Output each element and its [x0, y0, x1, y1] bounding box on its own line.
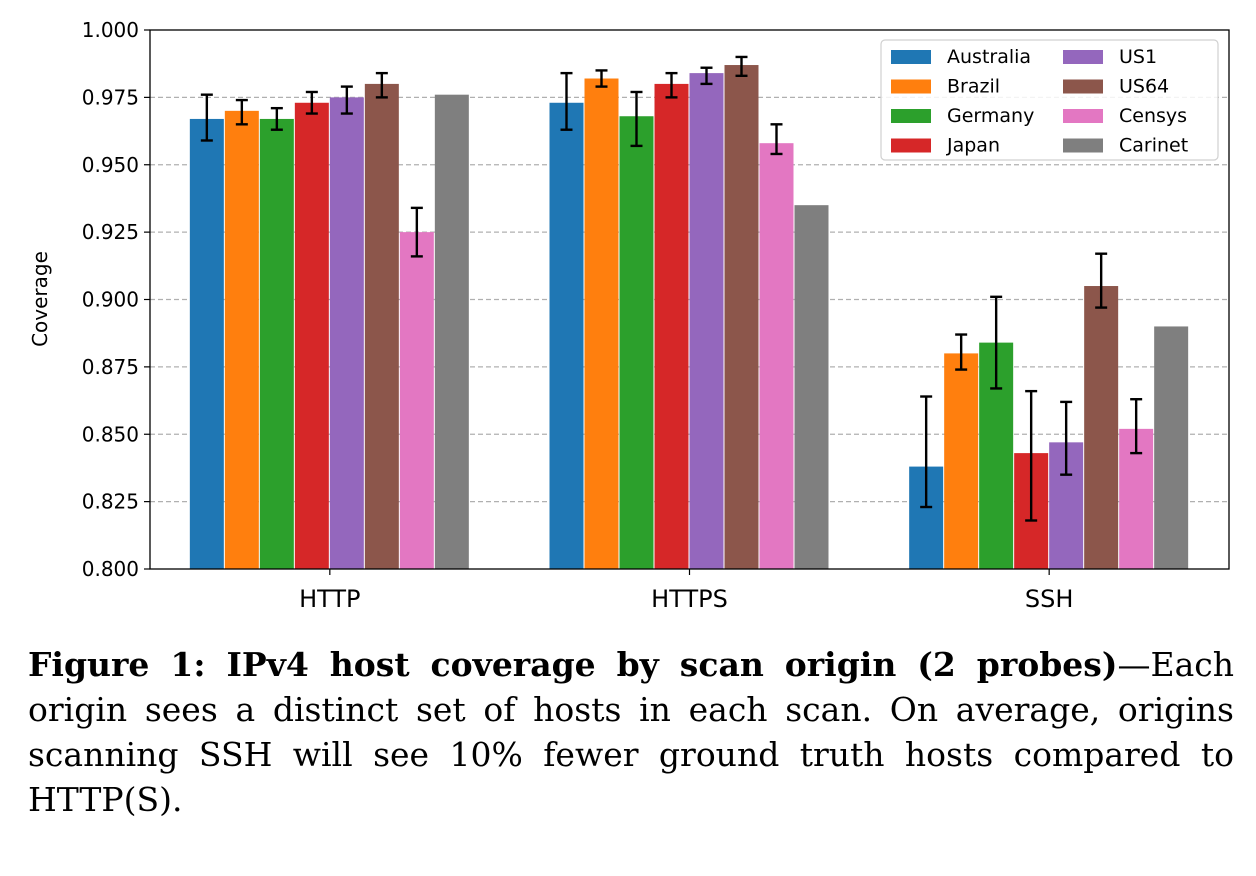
bar-censys-https — [759, 143, 794, 569]
legend-box — [880, 39, 1219, 161]
legend-label-australia: Australia — [947, 46, 1031, 68]
legend-label-japan: Japan — [946, 135, 1000, 157]
y-tick-label: 0.925 — [82, 220, 139, 244]
figure-caption: Figure 1: IPv4 host coverage by scan ori… — [28, 642, 1234, 822]
legend-label-censys: Censys — [1119, 105, 1187, 127]
bar-carinet-https — [794, 205, 829, 570]
bar-carinet-http — [434, 94, 469, 570]
y-tick-label: 0.850 — [82, 422, 139, 446]
legend-swatch-germany — [891, 109, 931, 123]
legend: Australia Brazil Germany Japan US1 US64 Censys… — [880, 39, 1219, 161]
x-tick-label: SSH — [1025, 585, 1074, 613]
legend-swatch-japan — [891, 138, 931, 153]
bar-germany-https — [619, 116, 654, 570]
x-tick-label: HTTP — [299, 585, 360, 613]
legend-label-germany: Germany — [947, 105, 1034, 127]
legend-swatch-censys — [1063, 109, 1103, 123]
coverage-bar-chart: 0.800 0.825 0.850 0.875 0.900 0.925 0.950 0.975… — [28, 18, 1230, 613]
bar-us1-http — [329, 97, 364, 569]
y-tick-label: 0.800 — [82, 557, 139, 581]
legend-label-us64: US64 — [1119, 76, 1169, 98]
bar-japan-http — [294, 102, 329, 569]
legend-swatch-australia — [891, 50, 931, 64]
legend-label-us1: US1 — [1119, 46, 1157, 68]
legend-swatch-us1 — [1063, 50, 1103, 64]
x-axis: HTTP HTTPS SSH — [299, 569, 1073, 613]
bar-germany-http — [259, 118, 294, 569]
legend-swatch-brazil — [891, 79, 931, 94]
bar-australia-https — [549, 102, 584, 569]
bar-brazil-https — [584, 78, 619, 569]
bar-us64-ssh — [1084, 286, 1119, 569]
y-tick-label: 0.975 — [82, 85, 139, 109]
y-axis: 0.800 0.825 0.850 0.875 0.900 0.925 0.950 0.975… — [82, 18, 150, 581]
y-axis-label: Coverage — [28, 251, 52, 347]
bar-brazil-http — [224, 110, 259, 569]
bars — [189, 65, 1189, 570]
legend-label-brazil: Brazil — [947, 76, 1000, 98]
error-bars — [200, 55, 1143, 522]
y-tick-label: 0.950 — [82, 153, 139, 177]
bar-carinet-ssh — [1154, 326, 1189, 569]
bar-japan-https — [654, 83, 689, 570]
caption-title: Figure 1: IPv4 host coverage by scan ori… — [28, 645, 1118, 684]
bar-us64-http — [364, 83, 399, 570]
bar-us64-https — [724, 65, 759, 569]
y-tick-label: 0.875 — [82, 355, 139, 379]
y-tick-label: 0.825 — [82, 490, 139, 514]
legend-label-carinet: Carinet — [1119, 135, 1188, 157]
legend-swatch-carinet — [1063, 138, 1103, 153]
bar-brazil-ssh — [944, 353, 979, 569]
bar-us1-https — [689, 73, 724, 570]
x-tick-label: HTTPS — [651, 585, 728, 613]
legend-swatch-us64 — [1063, 79, 1103, 94]
bar-censys-http — [399, 232, 434, 569]
y-tick-label: 1.000 — [82, 18, 139, 42]
y-tick-label: 0.900 — [82, 288, 139, 312]
caption-text: —Each origin sees a distinct set of host… — [28, 645, 1234, 819]
bar-australia-http — [189, 118, 224, 569]
